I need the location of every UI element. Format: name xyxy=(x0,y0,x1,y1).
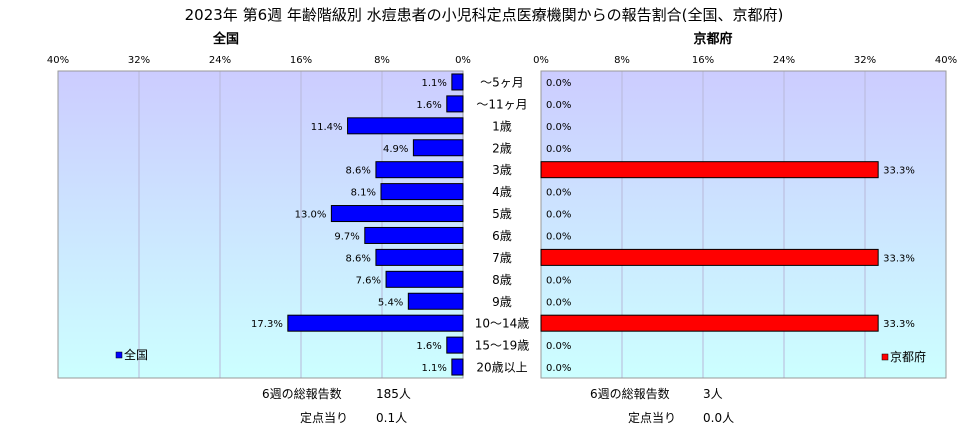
bar-zenkoku xyxy=(385,270,464,288)
category-label: 6歳 xyxy=(492,229,512,243)
data-label-kyoto: 0.0% xyxy=(546,122,571,133)
data-label-zenkoku: 9.7% xyxy=(334,231,359,242)
left-total-label: 6週の総報告数 xyxy=(262,386,342,401)
left-panel-title: 全国 xyxy=(212,31,239,47)
category-label: 3歳 xyxy=(492,163,512,177)
data-label-kyoto: 0.0% xyxy=(546,188,571,199)
category-label: ～11ヶ月 xyxy=(476,97,527,111)
category-label: 7歳 xyxy=(492,251,512,265)
data-label-zenkoku: 17.3% xyxy=(251,319,283,330)
category-label: 8歳 xyxy=(492,273,512,287)
bar-zenkoku xyxy=(330,205,464,223)
left-per-label: 定点当り xyxy=(300,410,348,425)
category-label: 15～19歳 xyxy=(475,339,530,353)
bar-zenkoku xyxy=(451,358,464,376)
bar-zenkoku xyxy=(412,139,464,157)
category-label: 2歳 xyxy=(492,141,512,155)
bar-zenkoku xyxy=(287,314,464,332)
bar-zenkoku xyxy=(446,95,464,113)
bar-kyoto xyxy=(540,314,879,332)
legend-label-kyoto: 京都府 xyxy=(890,349,926,364)
data-label-kyoto: 33.3% xyxy=(883,319,915,330)
right-plot-area xyxy=(541,71,946,378)
data-label-zenkoku: 11.4% xyxy=(311,122,343,133)
chart-title: 2023年 第6週 年齢階級別 水痘患者の小児科定点医療機関からの報告割合(全国… xyxy=(185,6,784,24)
left-tick-label: 16% xyxy=(290,55,312,66)
left-tick-label: 8% xyxy=(374,55,390,66)
category-label: 20歳以上 xyxy=(476,361,527,375)
data-label-kyoto: 0.0% xyxy=(546,231,571,242)
data-label-kyoto: 0.0% xyxy=(546,341,571,352)
bar-zenkoku xyxy=(375,161,464,179)
data-label-kyoto: 0.0% xyxy=(546,363,571,374)
data-label-zenkoku: 13.0% xyxy=(295,210,327,221)
left-per-value: 0.1人 xyxy=(376,411,407,425)
data-label-kyoto: 0.0% xyxy=(546,210,571,221)
bar-zenkoku xyxy=(446,336,464,354)
right-per-label: 定点当り xyxy=(628,410,676,425)
right-total-value: 3人 xyxy=(703,387,723,401)
bar-zenkoku xyxy=(364,226,464,244)
left-tick-label: 32% xyxy=(128,55,150,66)
right-tick-label: 16% xyxy=(692,55,714,66)
right-tick-label: 8% xyxy=(614,55,630,66)
left-tick-label: 24% xyxy=(209,55,231,66)
category-label: 1歳 xyxy=(492,119,512,133)
legend-label-zenkoku: 全国 xyxy=(124,347,148,362)
right-tick-label: 0% xyxy=(533,55,549,66)
data-label-zenkoku: 7.6% xyxy=(356,275,381,286)
data-label-kyoto: 33.3% xyxy=(883,166,915,177)
left-tick-label: 0% xyxy=(455,55,471,66)
right-panel-title: 京都府 xyxy=(693,31,732,47)
left-tick-label: 40% xyxy=(47,55,69,66)
bar-zenkoku xyxy=(407,292,464,310)
bar-kyoto xyxy=(540,161,879,179)
bar-zenkoku xyxy=(375,248,464,266)
data-label-kyoto: 0.0% xyxy=(546,78,571,89)
right-tick-label: 32% xyxy=(854,55,876,66)
category-label: 4歳 xyxy=(492,185,512,199)
data-label-zenkoku: 4.9% xyxy=(383,144,408,155)
right-tick-label: 24% xyxy=(773,55,795,66)
data-label-kyoto: 0.0% xyxy=(546,275,571,286)
data-label-kyoto: 0.0% xyxy=(546,297,571,308)
data-label-kyoto: 33.3% xyxy=(883,253,915,264)
bar-zenkoku xyxy=(347,117,464,135)
bar-zenkoku xyxy=(451,73,464,91)
left-plot-area xyxy=(58,71,463,378)
legend-swatch-kyoto xyxy=(881,353,889,361)
bar-zenkoku xyxy=(380,183,464,201)
category-label: 9歳 xyxy=(492,295,512,309)
left-plot-border xyxy=(57,70,464,379)
category-label: 5歳 xyxy=(492,207,512,221)
category-label: 10～14歳 xyxy=(475,317,530,331)
data-label-zenkoku: 5.4% xyxy=(378,297,403,308)
data-label-zenkoku: 1.6% xyxy=(416,100,441,111)
right-per-value: 0.0人 xyxy=(703,411,734,425)
data-label-kyoto: 0.0% xyxy=(546,144,571,155)
right-tick-label: 40% xyxy=(935,55,957,66)
bar-kyoto xyxy=(540,248,879,266)
left-total-value: 185人 xyxy=(376,387,411,401)
right-plot-border xyxy=(540,70,947,379)
data-label-zenkoku: 8.6% xyxy=(346,253,371,264)
data-label-zenkoku: 8.1% xyxy=(351,188,376,199)
data-label-kyoto: 0.0% xyxy=(546,100,571,111)
category-label: ～5ヶ月 xyxy=(480,75,524,89)
legend-swatch-zenkoku xyxy=(115,351,123,359)
right-total-label: 6週の総報告数 xyxy=(590,386,670,401)
data-label-zenkoku: 8.6% xyxy=(346,166,371,177)
data-label-zenkoku: 1.1% xyxy=(421,78,446,89)
data-label-zenkoku: 1.6% xyxy=(416,341,441,352)
data-label-zenkoku: 1.1% xyxy=(421,363,446,374)
